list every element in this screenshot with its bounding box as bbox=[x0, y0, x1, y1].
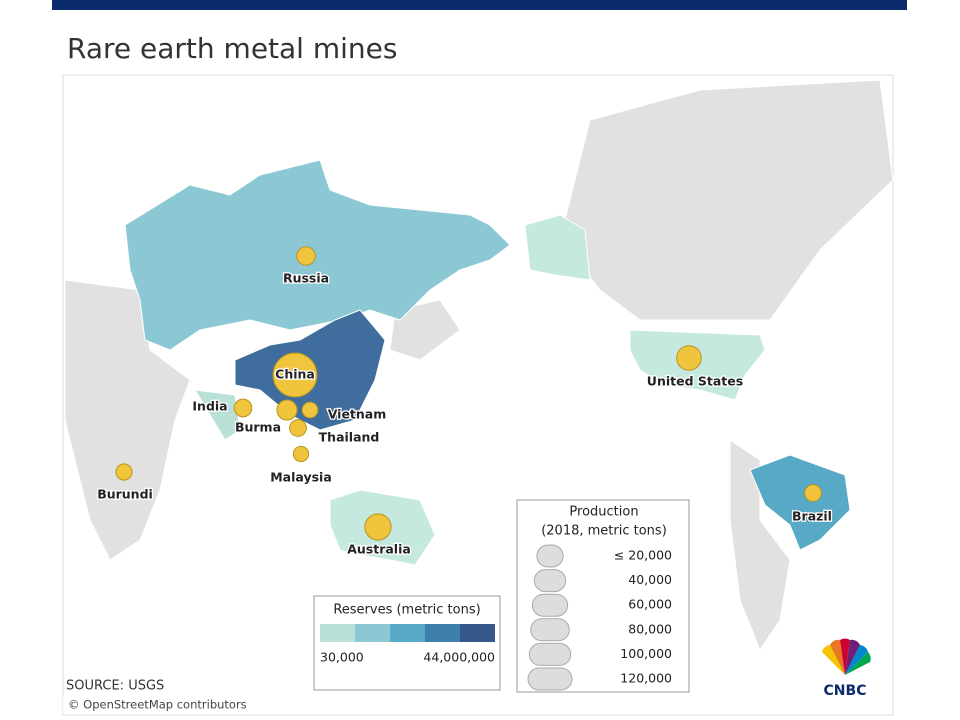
country-label: Thailand bbox=[319, 430, 380, 445]
top-bar bbox=[52, 0, 907, 10]
cnbc-logo: CNBC bbox=[822, 638, 871, 699]
production-bubble bbox=[272, 352, 318, 398]
production-bubble bbox=[289, 419, 307, 437]
country-label: Vietnam bbox=[328, 407, 387, 422]
production-bubble bbox=[364, 513, 392, 541]
reserves-swatch bbox=[460, 624, 495, 642]
production-bubble bbox=[276, 399, 298, 421]
country-label: Brazil bbox=[792, 509, 832, 524]
production-title: Production bbox=[569, 505, 638, 520]
logo-text: CNBC bbox=[824, 683, 867, 699]
alaska bbox=[524, 214, 591, 281]
size-swatch bbox=[533, 569, 567, 593]
production-bubble bbox=[292, 445, 310, 463]
size-swatch bbox=[528, 642, 572, 666]
reserves-legend bbox=[313, 595, 501, 691]
reserves-title: Reserves (metric tons) bbox=[333, 603, 480, 618]
bubbles bbox=[115, 246, 822, 541]
country-label: India bbox=[192, 399, 227, 414]
size-swatch bbox=[527, 667, 573, 691]
size-label: 80,000 bbox=[628, 621, 672, 636]
reserves-swatch bbox=[390, 624, 425, 642]
production-bubble bbox=[296, 246, 316, 266]
reserves-swatch bbox=[355, 624, 390, 642]
production-bubble bbox=[301, 401, 319, 419]
country-label: Malaysia bbox=[270, 470, 332, 485]
production-bubble bbox=[233, 398, 253, 418]
credit-bg bbox=[63, 696, 258, 713]
asia-misc bbox=[389, 299, 461, 361]
production-bubble bbox=[115, 463, 133, 481]
reserves-max: 44,000,000 bbox=[423, 650, 495, 665]
reserves-swatch bbox=[425, 624, 460, 642]
country-label: United States bbox=[647, 374, 743, 389]
production-bubble bbox=[676, 345, 702, 371]
production-bubble bbox=[804, 484, 822, 502]
reserves-swatch bbox=[320, 624, 355, 642]
country-label: Burundi bbox=[97, 487, 153, 502]
size-swatch bbox=[536, 544, 564, 568]
india bbox=[194, 389, 241, 441]
size-label: 60,000 bbox=[628, 597, 672, 612]
reserves-min: 30,000 bbox=[320, 650, 364, 665]
size-label: 40,000 bbox=[628, 572, 672, 587]
size-label: ≤ 20,000 bbox=[614, 548, 672, 563]
country-label: Burma bbox=[235, 420, 281, 435]
source: SOURCE: USGS bbox=[66, 679, 164, 694]
country-label: Australia bbox=[347, 542, 411, 557]
production-subtitle: (2018, metric tons) bbox=[541, 524, 667, 539]
russia bbox=[124, 159, 511, 351]
title: Rare earth metal mines bbox=[67, 32, 397, 65]
size-label: 120,000 bbox=[620, 671, 672, 686]
country-label: China bbox=[275, 367, 315, 382]
brazil bbox=[749, 454, 851, 551]
credit: © OpenStreetMap contributors bbox=[68, 698, 247, 712]
size-swatch bbox=[530, 618, 570, 642]
size-label: 100,000 bbox=[620, 646, 672, 661]
size-swatch bbox=[531, 593, 569, 617]
country-label: Russia bbox=[283, 271, 329, 286]
